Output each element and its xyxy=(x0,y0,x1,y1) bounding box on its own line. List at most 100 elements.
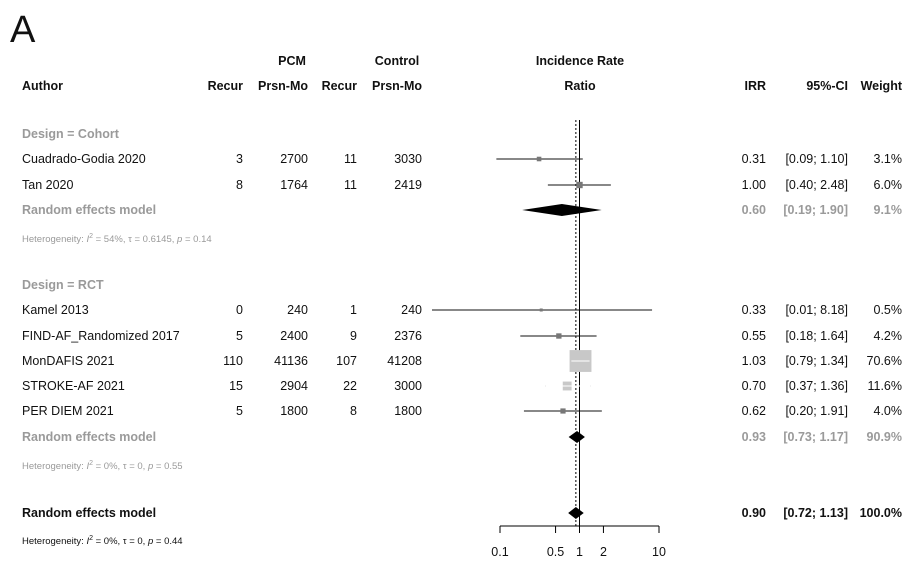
overall-model-irr: 0.90 xyxy=(741,506,766,520)
overall-heterogeneity: Heterogeneity: I2 = 0%, τ = 0, p = 0.44 xyxy=(22,532,183,549)
study-ctrl-prsn: 2419 xyxy=(394,178,422,192)
header-recur-pcm: Recur xyxy=(207,79,243,93)
group-label: Design = Cohort xyxy=(22,127,119,141)
x-axis-tick-label: 2 xyxy=(599,545,607,559)
study-ci: [0.01; 8.18] xyxy=(785,303,848,317)
header-ci: 95%-CI xyxy=(806,79,848,93)
study-author: PER DIEM 2021 xyxy=(22,404,114,418)
study-ctrl-recur: 107 xyxy=(336,354,357,368)
study-author: Cuadrado-Godia 2020 xyxy=(22,152,146,166)
overall-model-label: Random effects model xyxy=(22,506,157,520)
subgroup-model-label: Random effects model xyxy=(22,430,157,444)
study-irr: 0.31 xyxy=(741,152,766,166)
study-ci: [0.20; 1.91] xyxy=(785,404,848,418)
study-weight: 4.2% xyxy=(873,329,903,343)
study-irr: 0.55 xyxy=(741,329,766,343)
header-irr-title-2: Ratio xyxy=(564,79,596,93)
group-label: Design = RCT xyxy=(22,278,104,292)
study-ctrl-prsn: 3000 xyxy=(394,379,422,393)
study-author: MonDAFIS 2021 xyxy=(22,354,115,368)
header-pcm: PCM xyxy=(278,54,306,68)
heterogeneity-prefix: Heterogeneity: xyxy=(22,461,87,473)
study-ci: [0.18; 1.64] xyxy=(785,329,848,343)
study-ci: [0.79; 1.34] xyxy=(785,354,848,368)
x-axis-tick-label: 1 xyxy=(576,545,583,559)
study-pcm-recur: 5 xyxy=(236,329,243,343)
heterogeneity-p: p xyxy=(147,461,154,473)
study-ctrl-recur: 22 xyxy=(343,379,357,393)
study-pcm-recur: 8 xyxy=(236,178,243,192)
heterogeneity-prefix: Heterogeneity: xyxy=(22,536,87,548)
study-point xyxy=(539,308,543,312)
study-pcm-recur: 0 xyxy=(236,303,243,317)
study-pcm-recur: 15 xyxy=(229,379,243,393)
subgroup-model-diamond xyxy=(568,431,585,443)
study-weight: 70.6% xyxy=(866,354,902,368)
subgroup-model-ci: [0.19; 1.90] xyxy=(783,203,848,217)
study-weight: 0.5% xyxy=(873,303,903,317)
header-weight: Weight xyxy=(860,79,902,93)
overall-model-diamond xyxy=(568,507,584,519)
study-ctrl-prsn: 3030 xyxy=(394,152,422,166)
header-prsn-ctrl: Prsn-Mo xyxy=(372,79,422,93)
x-axis-tick-label: 0.5 xyxy=(546,545,565,559)
subgroup-model-weight: 9.1% xyxy=(873,203,903,217)
overall-model-ci: [0.72; 1.13] xyxy=(783,506,848,520)
heterogeneity-i2: I xyxy=(86,234,90,246)
heterogeneity-superscript: 2 xyxy=(89,233,93,240)
heterogeneity-rest: = 0%, τ = 0, xyxy=(92,461,148,473)
study-ctrl-recur: 1 xyxy=(350,303,357,317)
study-point xyxy=(576,181,583,189)
subgroup-model-diamond xyxy=(522,204,602,216)
heterogeneity-rest: = 54%, τ = 0.6145, xyxy=(92,234,178,246)
heterogeneity-p: p xyxy=(177,234,183,246)
study-ctrl-recur: 11 xyxy=(344,152,357,166)
study-author: STROKE-AF 2021 xyxy=(22,379,125,393)
heterogeneity-pval: = 0.14 xyxy=(182,234,212,246)
study-weight: 4.0% xyxy=(873,404,903,418)
study-pcm-prsn: 2700 xyxy=(280,152,308,166)
study-ci: [0.37; 1.36] xyxy=(785,379,848,393)
study-ci: [0.40; 2.48] xyxy=(785,178,848,192)
study-ctrl-prsn: 2376 xyxy=(394,329,422,343)
study-pcm-prsn: 2400 xyxy=(280,329,308,343)
study-irr: 0.33 xyxy=(741,303,766,317)
study-point xyxy=(556,333,562,339)
study-pcm-prsn: 2904 xyxy=(280,379,308,393)
heterogeneity-p: p xyxy=(147,536,154,548)
study-pcm-prsn: 41136 xyxy=(274,354,308,368)
header-author: Author xyxy=(22,79,63,93)
study-pcm-prsn: 1764 xyxy=(280,178,308,192)
subgroup-model-label: Random effects model xyxy=(22,203,157,217)
study-ctrl-recur: 11 xyxy=(344,178,357,192)
study-irr: 1.03 xyxy=(741,354,766,368)
header-recur-ctrl: Recur xyxy=(321,79,357,93)
study-irr: 1.00 xyxy=(741,178,766,192)
study-point xyxy=(560,408,566,414)
study-author: Kamel 2013 xyxy=(22,303,89,317)
study-pcm-recur: 110 xyxy=(223,354,243,368)
study-irr: 0.62 xyxy=(741,404,766,418)
header-irr-title-1: Incidence Rate xyxy=(535,54,625,68)
subgroup-heterogeneity: Heterogeneity: I2 = 0%, τ = 0, p = 0.55 xyxy=(22,457,183,474)
subgroup-model-irr: 0.60 xyxy=(741,203,766,217)
overall-model-weight: 100.0% xyxy=(859,506,902,520)
heterogeneity-pval: = 0.44 xyxy=(153,536,183,548)
header-prsn-pcm: Prsn-Mo xyxy=(258,79,308,93)
study-ctrl-recur: 8 xyxy=(350,404,357,418)
heterogeneity-superscript: 2 xyxy=(89,460,93,467)
header-irr: IRR xyxy=(744,79,766,93)
study-weight: 11.6% xyxy=(867,379,902,393)
subgroup-model-weight: 90.9% xyxy=(866,430,902,444)
subgroup-heterogeneity: Heterogeneity: I2 = 54%, τ = 0.6145, p =… xyxy=(22,230,212,247)
study-weight: 6.0% xyxy=(873,178,903,192)
study-ctrl-prsn: 1800 xyxy=(394,404,422,418)
heterogeneity-i2: I xyxy=(86,461,90,473)
study-ci: [0.09; 1.10] xyxy=(785,152,848,166)
study-pcm-recur: 5 xyxy=(236,404,243,418)
panel-label: A xyxy=(10,9,36,51)
study-author: FIND-AF_Randomized 2017 xyxy=(22,329,180,343)
study-author: Tan 2020 xyxy=(22,178,74,192)
subgroup-model-irr: 0.93 xyxy=(741,430,766,444)
